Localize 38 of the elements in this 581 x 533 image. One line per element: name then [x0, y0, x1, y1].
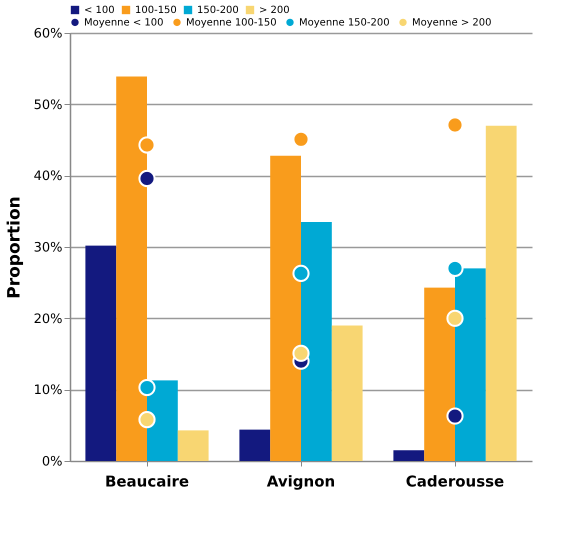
point: [446, 310, 464, 327]
point: [446, 407, 464, 425]
legend-label: 100-150: [135, 5, 177, 16]
point: [138, 170, 156, 188]
x-tick-label: Avignon: [266, 472, 336, 490]
point: [138, 411, 156, 428]
y-tick-label: 0%: [42, 454, 62, 470]
bar: [332, 325, 363, 461]
legend-label: Moyenne > 200: [412, 17, 492, 28]
point: [138, 136, 156, 154]
bar: [178, 430, 209, 461]
y-tick-label: 60%: [34, 26, 62, 42]
y-tick-label: 40%: [34, 169, 62, 184]
bar: [424, 288, 455, 461]
y-tick-label: 30%: [34, 240, 62, 256]
point: [292, 344, 310, 362]
y-tick-label: 20%: [34, 312, 62, 327]
point: [292, 264, 310, 282]
y-tick-label: 10%: [34, 383, 62, 398]
legend-label: < 100: [84, 5, 115, 16]
legend-label: Moyenne 100-150: [186, 17, 277, 28]
bar: [486, 126, 517, 461]
y-tick-label: 50%: [34, 98, 62, 113]
legend-label: Moyenne < 100: [84, 17, 164, 28]
point: [138, 378, 156, 396]
bar: [239, 430, 270, 461]
bar: [393, 450, 424, 461]
legend-label: > 200: [259, 5, 290, 16]
y-axis-title: Proportion: [4, 196, 25, 299]
point: [292, 130, 310, 148]
x-tick-label: Caderousse: [406, 472, 504, 490]
bar: [85, 246, 116, 461]
point: [446, 260, 464, 277]
point: [446, 116, 464, 134]
x-tick-label: Beaucaire: [104, 472, 190, 490]
legend-label: Moyenne 150-200: [299, 17, 390, 28]
bar: [270, 156, 301, 461]
legend-label: 150-200: [197, 5, 239, 16]
